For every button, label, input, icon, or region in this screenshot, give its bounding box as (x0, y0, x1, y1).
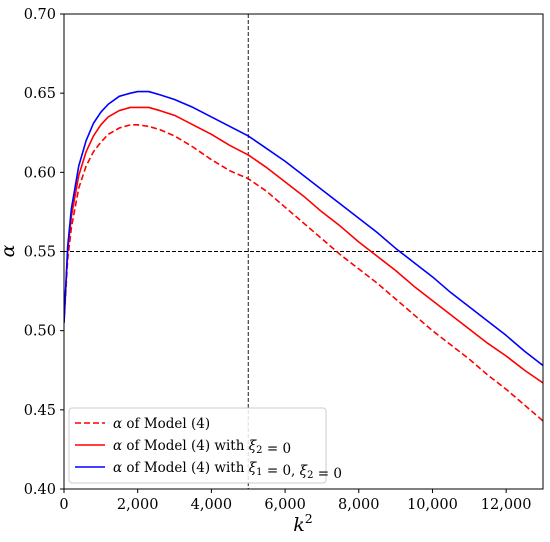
x-tick-label: 10,000 (407, 497, 458, 513)
y-tick-label: 0.50 (24, 324, 56, 340)
series-line-1 (64, 124, 543, 422)
x-tick-label: 6,000 (264, 497, 306, 513)
legend-label-3: α of Model (4) with ξ1 = 0, ξ2 = 0 (113, 460, 342, 482)
x-tick-label: 4,000 (191, 497, 233, 513)
y-axis-title: α (0, 244, 19, 257)
legend: α of Model (4) α of Model (4) with ξ2 = 0… (68, 407, 342, 484)
y-tick-label: 0.65 (24, 86, 56, 102)
x-axis-title: k2 (293, 511, 312, 536)
series-line-3 (64, 90, 543, 367)
legend-label-2: α of Model (4) with ξ2 = 0 (113, 438, 291, 457)
y-tick-label: 0.55 (24, 245, 56, 261)
x-tick-label: 12,000 (481, 497, 532, 513)
legend-box (68, 407, 327, 484)
reference-lines (64, 14, 543, 489)
y-tick-label: 0.60 (24, 165, 56, 181)
series-lines (64, 90, 543, 422)
x-tick-label: 2,000 (117, 497, 159, 513)
axis-ticks: 0 2,000 4,000 6,000 8,000 10,000 12,000 0.40 0.4… (24, 7, 532, 513)
y-tick-label: 0.40 (24, 482, 56, 498)
y-tick-label: 0.45 (24, 403, 56, 419)
y-tick-label: 0.70 (24, 7, 56, 23)
x-tick-label: 8,000 (338, 497, 380, 513)
series-line-2 (64, 106, 543, 384)
legend-label-1: α of Model (4) (113, 416, 210, 432)
x-tick-label: 0 (59, 497, 68, 513)
